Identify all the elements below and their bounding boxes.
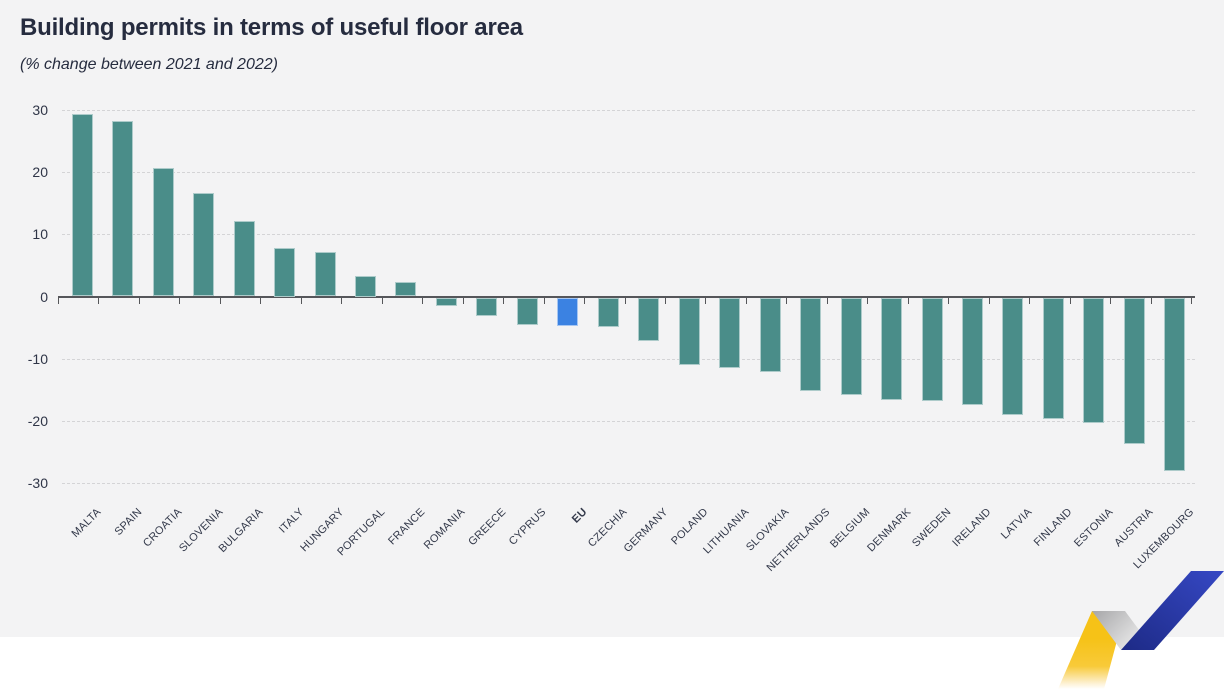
chart-title: Building permits in terms of useful floo…: [20, 14, 523, 41]
bar-eu: [557, 297, 579, 326]
bar-ireland: [961, 297, 983, 405]
x-axis-tick: [98, 297, 100, 304]
bar-france: [395, 281, 417, 297]
y-axis-tick-label: 30: [32, 101, 48, 118]
bar-croatia: [152, 167, 174, 297]
x-axis-tick: [1150, 297, 1152, 304]
y-axis-tick-label: -20: [27, 412, 48, 429]
gridline-20: [62, 172, 1195, 174]
x-axis-tick: [584, 297, 586, 304]
footer: eurostat: [0, 637, 1224, 689]
y-axis-tick-label: 10: [32, 226, 48, 243]
y-axis-tick-label: -10: [27, 350, 48, 367]
bar-germany: [638, 297, 660, 341]
x-axis-tick: [745, 297, 747, 304]
x-axis-tick: [462, 297, 464, 304]
bar-czechia: [597, 297, 619, 328]
x-axis-tick: [867, 297, 869, 304]
bar-spain: [112, 121, 134, 297]
x-axis-tick: [907, 297, 909, 304]
bar-greece: [476, 297, 498, 316]
bar-finland: [1042, 297, 1064, 420]
x-axis-baseline: [58, 295, 1195, 298]
bar-netherlands: [800, 297, 822, 392]
x-axis-tick: [260, 297, 262, 304]
gridline--30: [62, 483, 1195, 484]
bar-denmark: [881, 297, 902, 400]
bar-lithuania: [719, 297, 741, 368]
x-axis-tick: [300, 297, 302, 304]
x-axis-tick: [543, 297, 545, 304]
x-axis-tick: [1110, 297, 1112, 304]
x-axis-tick: [988, 297, 990, 304]
bar-latvia: [1002, 297, 1024, 415]
x-axis-tick: [219, 297, 221, 304]
x-axis-tick: [786, 297, 788, 304]
bar-poland: [678, 297, 700, 366]
eurostat-ribbon-decoration: [1058, 571, 1224, 689]
x-axis-tick: [422, 297, 424, 304]
x-axis-tick: [179, 297, 181, 304]
x-axis-tick: [341, 297, 343, 304]
bar-romania: [435, 297, 457, 307]
bar-estonia: [1083, 297, 1105, 424]
x-axis-tick: [58, 297, 59, 304]
gridline--10: [62, 358, 1195, 360]
x-axis-tick: [948, 297, 950, 304]
x-axis-tick: [503, 297, 505, 304]
y-axis-tick-label: 20: [32, 164, 48, 181]
bar-malta: [71, 114, 93, 297]
bar-austria: [1123, 297, 1145, 445]
bar-bulgaria: [233, 220, 255, 297]
bar-cyprus: [516, 297, 538, 325]
x-axis-tick: [1069, 297, 1071, 304]
x-axis-tick: [624, 297, 626, 304]
y-axis-tick-label: 0: [40, 288, 48, 305]
x-axis-tick: [826, 297, 828, 304]
x-axis-tick: [664, 297, 666, 304]
gridline--20: [62, 420, 1195, 422]
bar-slovakia: [759, 297, 781, 372]
gridline-10: [62, 234, 1195, 236]
x-axis-tick: [1191, 297, 1192, 304]
bar-hungary: [314, 251, 336, 297]
bar-belgium: [840, 297, 862, 396]
x-axis-tick: [1029, 297, 1031, 304]
bar-sweden: [921, 297, 943, 401]
chart-subtitle: (% change between 2021 and 2022): [20, 56, 278, 73]
bar-luxembourg: [1164, 297, 1186, 471]
y-axis-tick-label: -30: [27, 475, 48, 491]
bar-portugal: [355, 276, 376, 297]
gridline-30: [62, 109, 1195, 111]
bar-italy: [274, 248, 296, 297]
x-axis-tick: [138, 297, 140, 304]
x-axis-tick: [705, 297, 707, 304]
x-axis-tick: [381, 297, 383, 304]
bar-slovenia: [193, 193, 215, 297]
